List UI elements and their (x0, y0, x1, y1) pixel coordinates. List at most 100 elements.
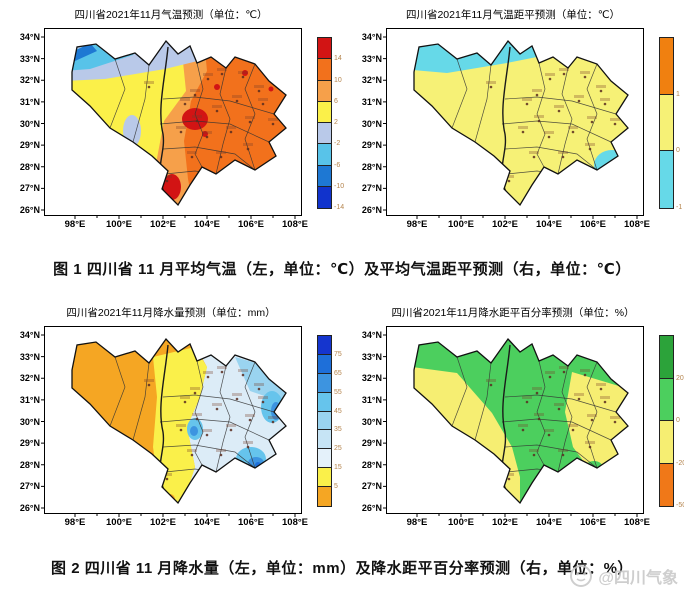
colorbar-tick-label: 6 (334, 97, 338, 105)
x-axis-tick-label: 108°E (282, 219, 308, 230)
colorbar-tick-label: 35 (334, 426, 342, 434)
y-axis-tick-label: 30°N (19, 118, 40, 129)
panel-title: 四川省2021年11月气温预测（单位：℃） (74, 9, 268, 21)
colorbar-tick-label: 25 (334, 445, 342, 453)
y-axis-tick-label: 33°N (19, 351, 40, 362)
colorbar-tick-label: -10 (334, 182, 345, 190)
y-axis-tick-label: 30°N (361, 416, 382, 427)
x-axis-tick-label: 102°E (150, 219, 176, 230)
map-plot-temperature: 34°N 33°N 32°N 31°N 30°N 29°N 28°N 27°N 26°N 98°E… (20, 28, 344, 230)
colorbar (659, 37, 674, 209)
panel-temperature: 四川省2021年11月气温预测（单位：℃） 34°N 33°N 32°N 31°N 30… (0, 0, 344, 248)
y-axis-tick-label: 31°N (19, 394, 40, 405)
x-axis-tick-label: 104°E (536, 219, 562, 230)
y-axis-tick-label: 29°N (19, 438, 40, 449)
colorbar-tick-label: 1 (676, 90, 680, 98)
x-axis-tick-label: 108°E (282, 517, 308, 528)
colorbar-tick-label: 55 (334, 388, 342, 396)
weibo-account-logo-icon (570, 565, 593, 587)
colorbar-tick-label: 15 (334, 464, 342, 472)
colorbar-tick-label: 0 (676, 147, 680, 155)
colorbar-segment (318, 336, 331, 355)
x-axis-tick-label: 102°E (492, 219, 518, 230)
colorbar-segment (318, 487, 331, 506)
colorbar (317, 37, 332, 209)
y-axis-tick-label: 34°N (361, 330, 382, 340)
colorbar-segment (660, 463, 673, 506)
y-axis-tick-label: 27°N (19, 481, 40, 492)
panel-title: 四川省2021年11月降水距平百分率预测（单位：%） (391, 307, 635, 319)
y-axis-tick-label: 29°N (361, 140, 382, 151)
y-axis-tick-label: 34°N (19, 330, 40, 340)
y-axis-tick-label: 33°N (361, 53, 382, 64)
colorbar-tick-label: 20 (676, 374, 684, 382)
x-axis-tick-label: 100°E (106, 219, 132, 230)
y-axis-tick-label: 31°N (361, 96, 382, 107)
sichuan-map (383, 334, 638, 517)
colorbar-segment (318, 165, 331, 187)
x-axis-tick-label: 102°E (150, 517, 176, 528)
y-axis-tick-label: 34°N (361, 32, 382, 42)
y-axis-tick-label: 28°N (19, 459, 40, 470)
sichuan-map (383, 36, 638, 219)
x-axis-tick-label: 104°E (194, 517, 220, 528)
y-axis-tick-label: 28°N (19, 161, 40, 172)
y-axis-tick-label: 31°N (19, 96, 40, 107)
colorbar (317, 335, 332, 507)
y-axis-tick-label: 32°N (361, 373, 382, 384)
watermark-text: @四川气象 (598, 570, 678, 587)
y-axis-tick-label: 28°N (361, 459, 382, 470)
colorbar-segment (318, 411, 331, 431)
colorbar-tick-label: -20 (676, 459, 684, 467)
y-axis-tick-label: 26°N (19, 205, 40, 215)
colorbar-tick-label: 14 (334, 55, 342, 63)
colorbar-segment (660, 421, 673, 464)
x-axis-tick-label: 106°E (580, 219, 606, 230)
y-axis-tick-label: 26°N (19, 503, 40, 513)
x-axis-tick-label: 100°E (448, 219, 474, 230)
colorbar-segment (318, 38, 331, 60)
sichuan-map (41, 334, 296, 517)
x-axis-tick-label: 106°E (238, 219, 264, 230)
y-axis-tick-label: 26°N (361, 503, 382, 513)
colorbar-segment (318, 101, 331, 123)
colorbar-segment (318, 373, 331, 393)
colorbar-tick-label: 45 (334, 407, 342, 415)
figure1-caption: 图 1 四川省 11 月平均气温（左，单位：℃）及平均气温距平预测（右，单位：℃… (53, 261, 631, 278)
colorbar-tick-label: -50 (676, 502, 684, 509)
colorbar-segment (318, 59, 331, 81)
y-axis-tick-label: 30°N (19, 416, 40, 427)
map-plot-precipitation-anomaly: 34°N 33°N 32°N 31°N 30°N 29°N 28°N 27°N 26°N 98°E… (362, 326, 684, 528)
colorbar-segment (318, 392, 331, 412)
y-axis-tick-label: 32°N (19, 373, 40, 384)
y-axis-tick-label: 31°N (361, 394, 382, 405)
colorbar-segment (660, 378, 673, 421)
x-axis-tick-label: 100°E (106, 517, 132, 528)
colorbar-tick-label: 2 (334, 119, 338, 126)
x-axis-tick-label: 104°E (536, 517, 562, 528)
y-axis-tick-label: 32°N (19, 75, 40, 86)
y-axis-tick-label: 26°N (361, 205, 382, 215)
y-axis-tick-label: 33°N (361, 351, 382, 362)
colorbar-segment (318, 123, 331, 145)
colorbar-segment (318, 186, 331, 208)
map-plot-precipitation: 34°N 33°N 32°N 31°N 30°N 29°N 28°N 27°N 26°N 98°E… (20, 326, 342, 528)
x-axis-tick-label: 106°E (580, 517, 606, 528)
map-plot-temperature-anomaly: 34°N 33°N 32°N 31°N 30°N 29°N 28°N 27°N 26°N 98°E… (362, 28, 682, 230)
y-axis-tick-label: 27°N (361, 481, 382, 492)
y-axis-tick-label: 30°N (361, 118, 382, 129)
x-axis-tick-label: 98°E (406, 219, 428, 230)
colorbar-tick-label: -14 (334, 204, 345, 211)
panel-precipitation: 四川省2021年11月降水量预测（单位：mm） 34°N 33°N 32°N 31°N… (0, 298, 342, 546)
colorbar-tick-label: 75 (334, 350, 342, 358)
colorbar-segment (318, 80, 331, 102)
colorbar-tick-label: -2 (334, 140, 341, 148)
y-axis-tick-label: 34°N (19, 32, 40, 42)
colorbar-tick-label: -1 (676, 204, 683, 211)
x-axis-tick-label: 100°E (448, 517, 474, 528)
x-axis-tick-label: 108°E (624, 517, 650, 528)
colorbar-segment (318, 468, 331, 487)
colorbar-segment (318, 354, 331, 374)
colorbar-segment (318, 144, 331, 166)
